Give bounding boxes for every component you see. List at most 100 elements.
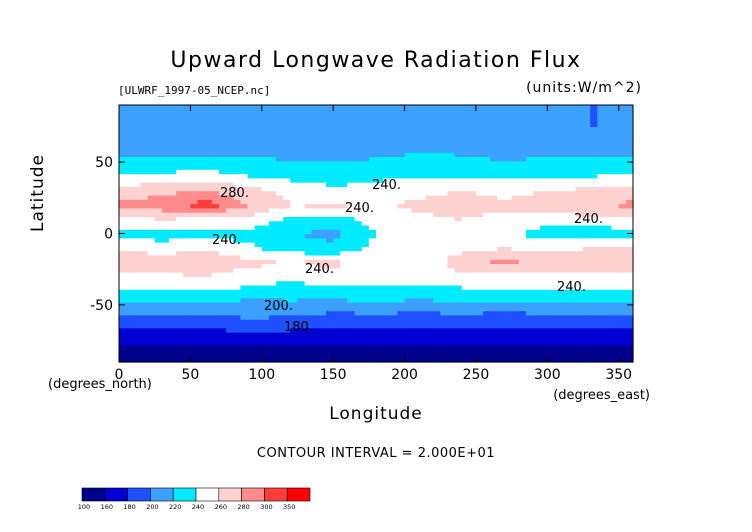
heatmap-cell <box>311 212 320 217</box>
heatmap-cell <box>518 284 527 290</box>
heatmap-cell <box>454 177 463 183</box>
heatmap-cell <box>326 229 334 235</box>
heatmap-cell <box>126 242 134 247</box>
heatmap-cell <box>376 340 384 346</box>
heatmap-cell <box>397 280 406 286</box>
heatmap-cell <box>154 220 163 226</box>
heatmap-cell <box>211 267 220 273</box>
heatmap-cell <box>247 263 256 269</box>
heatmap-cell <box>247 105 256 110</box>
heatmap-cell <box>361 349 370 355</box>
heatmap-cell <box>354 319 363 325</box>
heatmap-cell <box>475 327 484 333</box>
heatmap-cell <box>368 126 377 132</box>
heatmap-cell <box>297 109 306 115</box>
heatmap-cell <box>354 143 363 149</box>
heatmap-cell <box>326 109 334 115</box>
heatmap-cell <box>625 259 634 265</box>
heatmap-cell <box>554 259 563 265</box>
heatmap-cell <box>490 190 498 196</box>
heatmap-cell <box>254 297 263 303</box>
heatmap-cell <box>518 134 527 140</box>
heatmap-cell <box>326 259 334 265</box>
heatmap-cell <box>397 207 406 213</box>
heatmap-cell <box>411 143 420 149</box>
heatmap-cell <box>190 323 199 329</box>
heatmap-cell <box>604 267 613 273</box>
heatmap-cell <box>168 177 177 183</box>
heatmap-cell <box>376 152 384 157</box>
heatmap-cell <box>133 293 142 299</box>
heatmap-cell <box>404 302 413 307</box>
heatmap-cell <box>140 199 149 205</box>
heatmap-cell <box>611 224 620 230</box>
heatmap-cell <box>211 147 220 153</box>
heatmap-cell <box>268 220 277 226</box>
heatmap-cell <box>218 169 227 175</box>
heatmap-cell <box>540 224 548 230</box>
heatmap-cell <box>625 267 634 273</box>
heatmap-cell <box>190 152 199 157</box>
heatmap-cell <box>126 216 134 222</box>
heatmap-cell <box>218 293 227 299</box>
heatmap-cell <box>483 216 491 222</box>
heatmap-cell <box>226 203 234 209</box>
heatmap-cell <box>176 302 184 307</box>
heatmap-cell <box>411 357 420 363</box>
heatmap-cell <box>304 250 313 256</box>
heatmap-cell <box>475 190 484 196</box>
heatmap-cell <box>297 169 306 175</box>
heatmap-cell <box>226 190 234 196</box>
heatmap-cell <box>425 169 434 175</box>
heatmap-cell <box>283 229 291 235</box>
heatmap-cell <box>154 289 163 295</box>
heatmap-cell <box>119 254 127 260</box>
heatmap-cell <box>597 199 606 205</box>
heatmap-cell <box>504 340 513 346</box>
heatmap-cell <box>454 173 463 179</box>
heatmap-cell <box>126 237 134 243</box>
heatmap-cell <box>390 169 399 175</box>
heatmap-cell <box>540 267 548 273</box>
heatmap-cell <box>183 194 191 200</box>
heatmap-cell <box>525 344 534 350</box>
heatmap-cell <box>575 357 584 363</box>
heatmap-cell <box>390 314 399 320</box>
heatmap-cell <box>368 357 377 363</box>
heatmap-cell <box>347 105 356 110</box>
heatmap-cell <box>297 220 306 226</box>
heatmap-cell <box>547 182 556 187</box>
heatmap-cell <box>211 284 220 290</box>
heatmap-cell <box>318 323 327 329</box>
heatmap-cell <box>454 332 463 337</box>
heatmap-cell <box>568 147 577 153</box>
heatmap-cell <box>404 207 413 213</box>
heatmap-cell <box>154 105 163 110</box>
heatmap-cell <box>226 173 234 179</box>
heatmap-cell <box>454 130 463 136</box>
heatmap-cell <box>418 233 427 239</box>
heatmap-cell <box>418 263 427 269</box>
heatmap-cell <box>625 349 634 355</box>
heatmap-cell <box>340 117 349 123</box>
heatmap-cell <box>154 233 163 239</box>
heatmap-cell <box>290 186 299 192</box>
heatmap-cell <box>211 194 220 200</box>
heatmap-cell <box>290 242 299 247</box>
heatmap-cell <box>268 117 277 123</box>
heatmap-cell <box>304 143 313 149</box>
heatmap-cell <box>183 117 191 123</box>
heatmap-cell <box>318 212 327 217</box>
heatmap-cell <box>261 349 270 355</box>
heatmap-cell <box>197 139 206 145</box>
heatmap-cell <box>475 160 484 166</box>
heatmap-cell <box>254 250 263 256</box>
heatmap-cell <box>625 113 634 119</box>
heatmap-cell <box>140 237 149 243</box>
heatmap-cell <box>311 220 320 226</box>
heatmap-cell <box>440 130 448 136</box>
heatmap-cell <box>611 344 620 350</box>
heatmap-cell <box>461 126 470 132</box>
heatmap-cell <box>119 216 127 222</box>
heatmap-cell <box>376 229 384 235</box>
